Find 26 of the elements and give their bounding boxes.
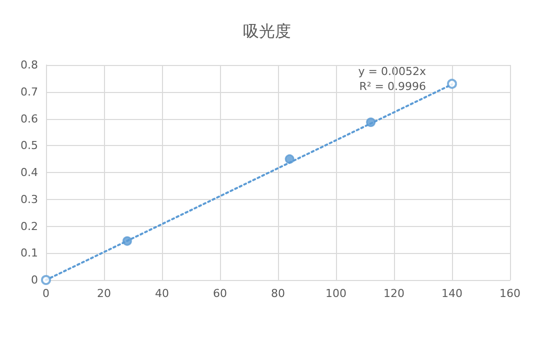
y-tick-label: 0.8 <box>20 58 38 72</box>
y-tick-label: 0.3 <box>20 192 38 206</box>
point <box>447 78 457 89</box>
y-tick-label: 0 <box>31 274 38 286</box>
point <box>41 275 51 285</box>
y-tick-label: 0.6 <box>20 112 38 126</box>
x-tick-label: 160 <box>500 287 520 300</box>
x-tick-label: 140 <box>442 287 462 300</box>
y-tick-label: 0.4 <box>20 166 38 179</box>
x-tick-label: 100 <box>326 287 346 300</box>
y-tick-label: 0.1 <box>20 246 38 260</box>
y-tick-label: 0.7 <box>20 85 38 98</box>
point <box>122 236 132 246</box>
x-tick-label: 40 <box>155 287 169 300</box>
y-tick-label: 0.5 <box>20 139 38 152</box>
x-tick-label: 20 <box>97 287 111 300</box>
x-tick-label: 0 <box>42 287 50 300</box>
chart-title: 吸光度 <box>243 22 291 40</box>
point <box>284 154 294 164</box>
annotation: y = 0.0052x <box>358 65 426 78</box>
y-tick-label: 0.2 <box>20 220 38 233</box>
x-tick-label: 60 <box>213 287 227 300</box>
point <box>366 117 376 127</box>
x-tick-label: 120 <box>384 287 404 300</box>
x-tick-label: 80 <box>271 287 285 300</box>
annotation: R² = 0.9996 <box>359 80 426 93</box>
